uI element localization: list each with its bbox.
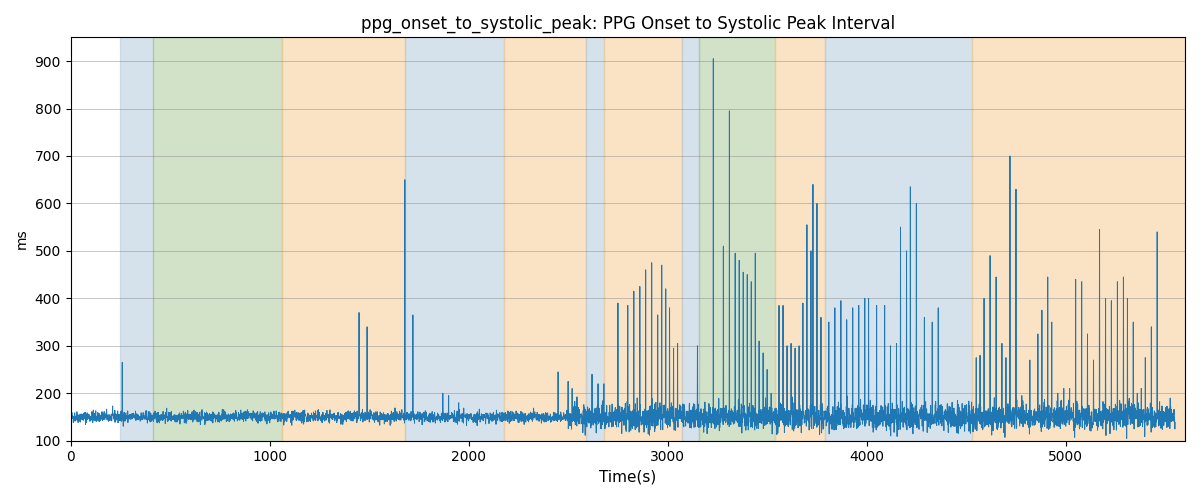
Bar (604, 38, 682, 440)
Y-axis label: ms: ms (16, 228, 29, 250)
Bar (682, 38, 700, 440)
Bar (404, 38, 504, 440)
Bar (775, 38, 824, 440)
Title: ppg_onset_to_systolic_peak: PPG Onset to Systolic Peak Interval: ppg_onset_to_systolic_peak: PPG Onset to… (361, 15, 895, 34)
Bar (700, 38, 775, 440)
Bar (586, 38, 604, 440)
Bar (120, 38, 154, 440)
Bar (282, 38, 404, 440)
Bar (154, 38, 282, 440)
Bar (824, 38, 972, 440)
X-axis label: Time(s): Time(s) (599, 470, 656, 485)
Bar (504, 38, 586, 440)
Bar (972, 38, 1186, 440)
